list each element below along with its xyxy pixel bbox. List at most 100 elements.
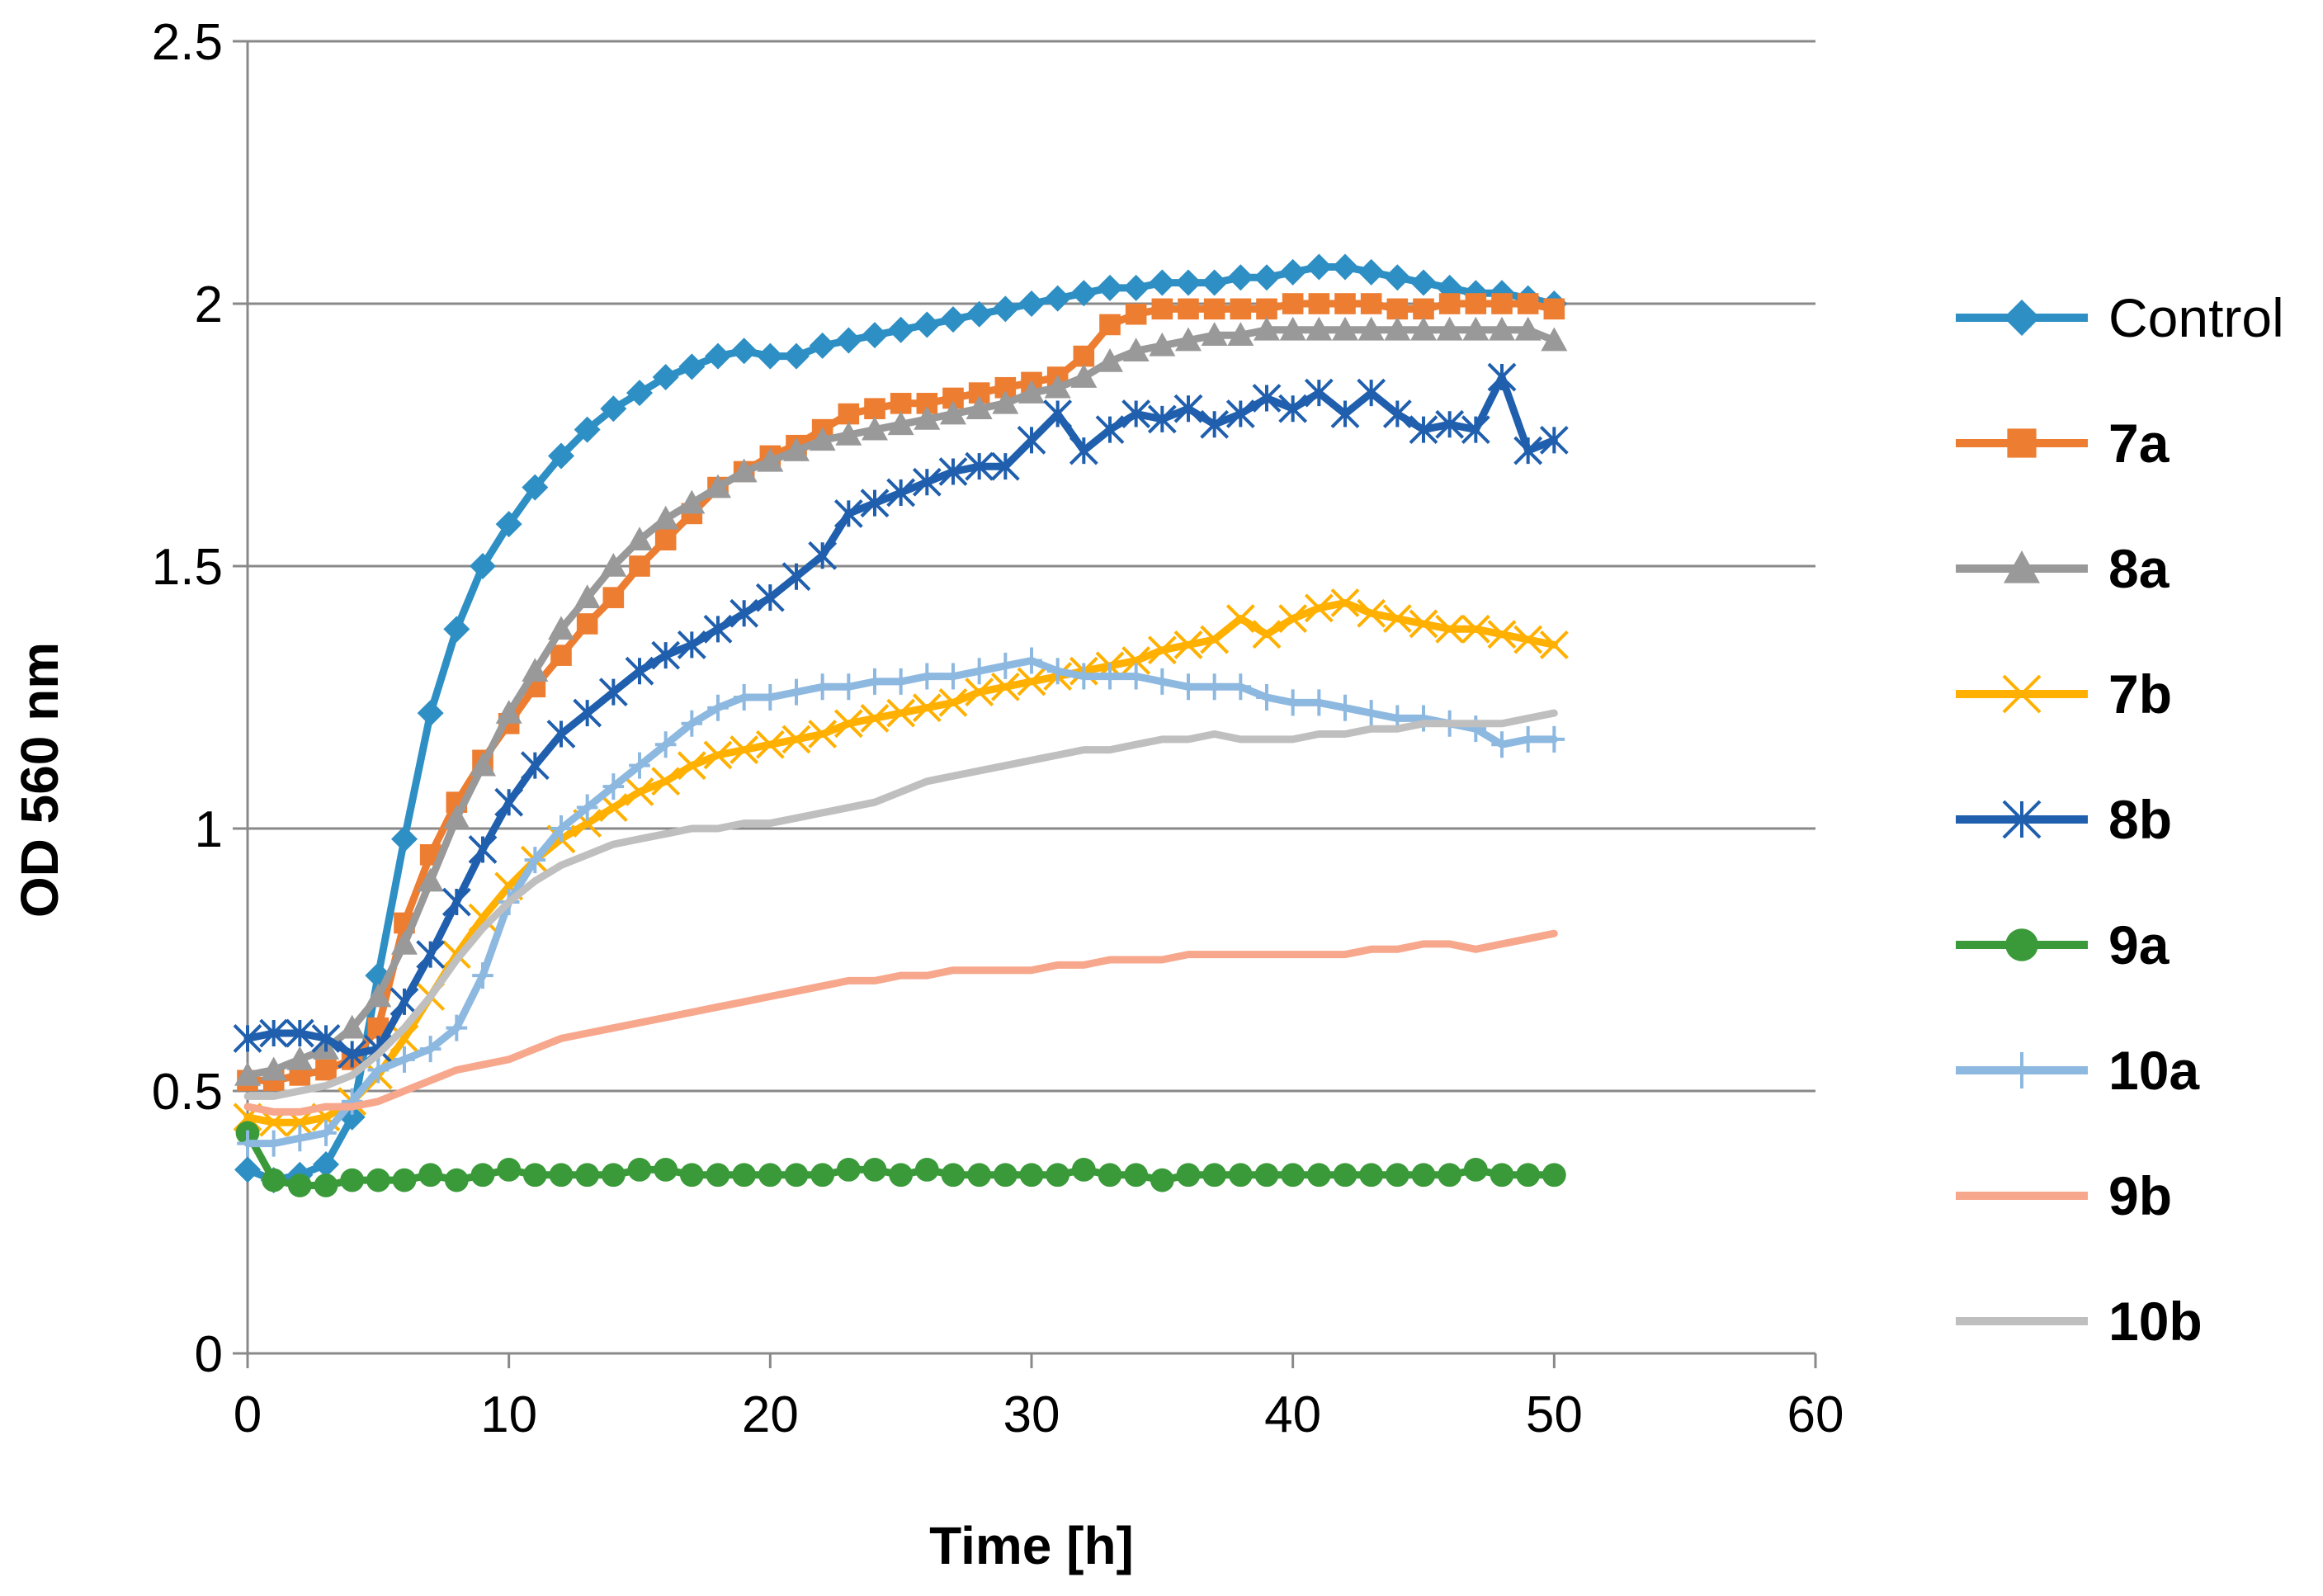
data-point-8a — [1462, 316, 1490, 341]
data-point-10a — [1046, 658, 1069, 685]
data-point-8a — [1306, 316, 1333, 341]
data-point-7a — [1543, 298, 1565, 320]
data-point-8b — [833, 498, 863, 528]
data-point-10a — [1073, 663, 1095, 690]
legend-item-8b: 8b — [1956, 789, 2172, 850]
data-point-8b — [1173, 394, 1203, 423]
data-point-10a — [1517, 725, 1539, 753]
data-point-7a — [550, 645, 572, 666]
data-point-7b — [886, 698, 916, 728]
data-point-8b — [1513, 436, 1543, 465]
data-point-8b — [1147, 404, 1177, 434]
data-point-8b — [1043, 399, 1073, 428]
data-point-9a — [418, 1163, 443, 1188]
data-point-8b — [1330, 399, 1360, 428]
data-point-8a — [1122, 338, 1150, 362]
data-point-7b — [1409, 609, 1438, 639]
data-point-10a — [759, 684, 781, 711]
data-point-7a — [1413, 298, 1434, 320]
data-point-control — [1070, 280, 1098, 307]
data-point-7a — [1256, 298, 1277, 320]
data-point-8a — [470, 752, 496, 777]
data-point-8b — [808, 541, 838, 570]
series-10b — [243, 709, 1558, 1100]
data-point-8a — [260, 1056, 287, 1081]
data-point-8a — [1175, 327, 1202, 352]
data-point-control — [391, 825, 418, 852]
data-point-7b — [1304, 593, 1334, 623]
data-point-9a — [262, 1168, 286, 1192]
y-axis-title: OD 560 nm — [10, 642, 69, 918]
data-point-8a — [992, 390, 1019, 414]
data-point-control — [1175, 269, 1202, 296]
data-point-9a — [732, 1163, 757, 1188]
data-point-10a — [864, 668, 885, 695]
data-point-8b — [233, 1023, 262, 1053]
data-point-7b — [1017, 667, 1046, 696]
data-point-9a — [758, 1163, 782, 1188]
data-point-control — [443, 616, 470, 643]
data-point-7a — [1465, 293, 1487, 314]
data-point-7b — [625, 777, 654, 806]
data-point-9a — [967, 1163, 992, 1188]
data-point-9a — [1176, 1163, 1201, 1188]
data-point-7a — [1178, 298, 1199, 320]
y-tick-label: 2 — [195, 276, 223, 333]
legend: Control 7a 8a 7b 8b 9a 10a 9b 10b — [1956, 287, 2284, 1352]
data-point-7b — [990, 672, 1020, 701]
data-point-7a — [576, 613, 598, 635]
data-point-8a — [1279, 316, 1306, 341]
data-point-7b — [651, 767, 681, 796]
data-point-8b — [285, 1018, 314, 1048]
data-point-9a — [810, 1163, 835, 1188]
data-point-7b — [703, 740, 733, 770]
data-point-8a — [600, 553, 627, 577]
data-point-8b — [390, 987, 419, 1017]
data-point-7b — [1357, 598, 1386, 628]
data-point-7b — [860, 704, 890, 733]
data-point-8a — [730, 458, 758, 483]
legend-label: 10b — [2108, 1291, 2203, 1352]
data-point-7a — [602, 587, 625, 608]
data-point-control — [652, 364, 679, 391]
y-tick-label: 0.5 — [152, 1064, 223, 1121]
legend-marker — [2007, 1052, 2037, 1088]
legend-label: 7b — [2108, 663, 2172, 725]
data-point-7b — [390, 1023, 419, 1053]
data-point-10a — [707, 694, 729, 721]
data-point-9a — [1411, 1163, 1436, 1188]
x-axis-title: Time [h] — [929, 1516, 1134, 1575]
data-point-10a — [654, 731, 677, 758]
data-point-8b — [1278, 394, 1308, 423]
data-point-control — [548, 442, 574, 470]
legend-label: Control — [2108, 287, 2284, 348]
data-point-8a — [914, 405, 941, 430]
data-point-9a — [1046, 1163, 1070, 1188]
data-point-control — [1097, 274, 1123, 301]
data-point-8a — [705, 474, 731, 498]
data-point-8a — [522, 658, 549, 682]
data-point-10a — [916, 663, 938, 690]
data-point-8a — [234, 1061, 261, 1086]
legend-label: 7a — [2108, 413, 2170, 474]
data-point-7a — [838, 403, 860, 425]
data-point-7b — [1225, 604, 1255, 634]
data-point-control — [678, 353, 706, 380]
legend-item-10a: 10a — [1956, 1040, 2200, 1101]
data-point-7b — [1539, 630, 1569, 659]
data-point-10a — [1491, 731, 1513, 758]
data-point-7b — [1278, 604, 1308, 634]
data-point-control — [470, 553, 496, 579]
data-point-8b — [1095, 415, 1125, 445]
data-point-10a — [1334, 694, 1356, 721]
data-point-8a — [1357, 316, 1385, 341]
data-point-8b — [1487, 362, 1517, 392]
data-point-control — [783, 342, 810, 370]
data-point-control — [757, 342, 784, 370]
data-point-control — [705, 342, 731, 370]
x-tick-label: 10 — [480, 1386, 537, 1443]
data-point-10a — [1282, 689, 1304, 716]
data-point-8a — [835, 422, 862, 446]
data-point-10a — [367, 1056, 390, 1084]
